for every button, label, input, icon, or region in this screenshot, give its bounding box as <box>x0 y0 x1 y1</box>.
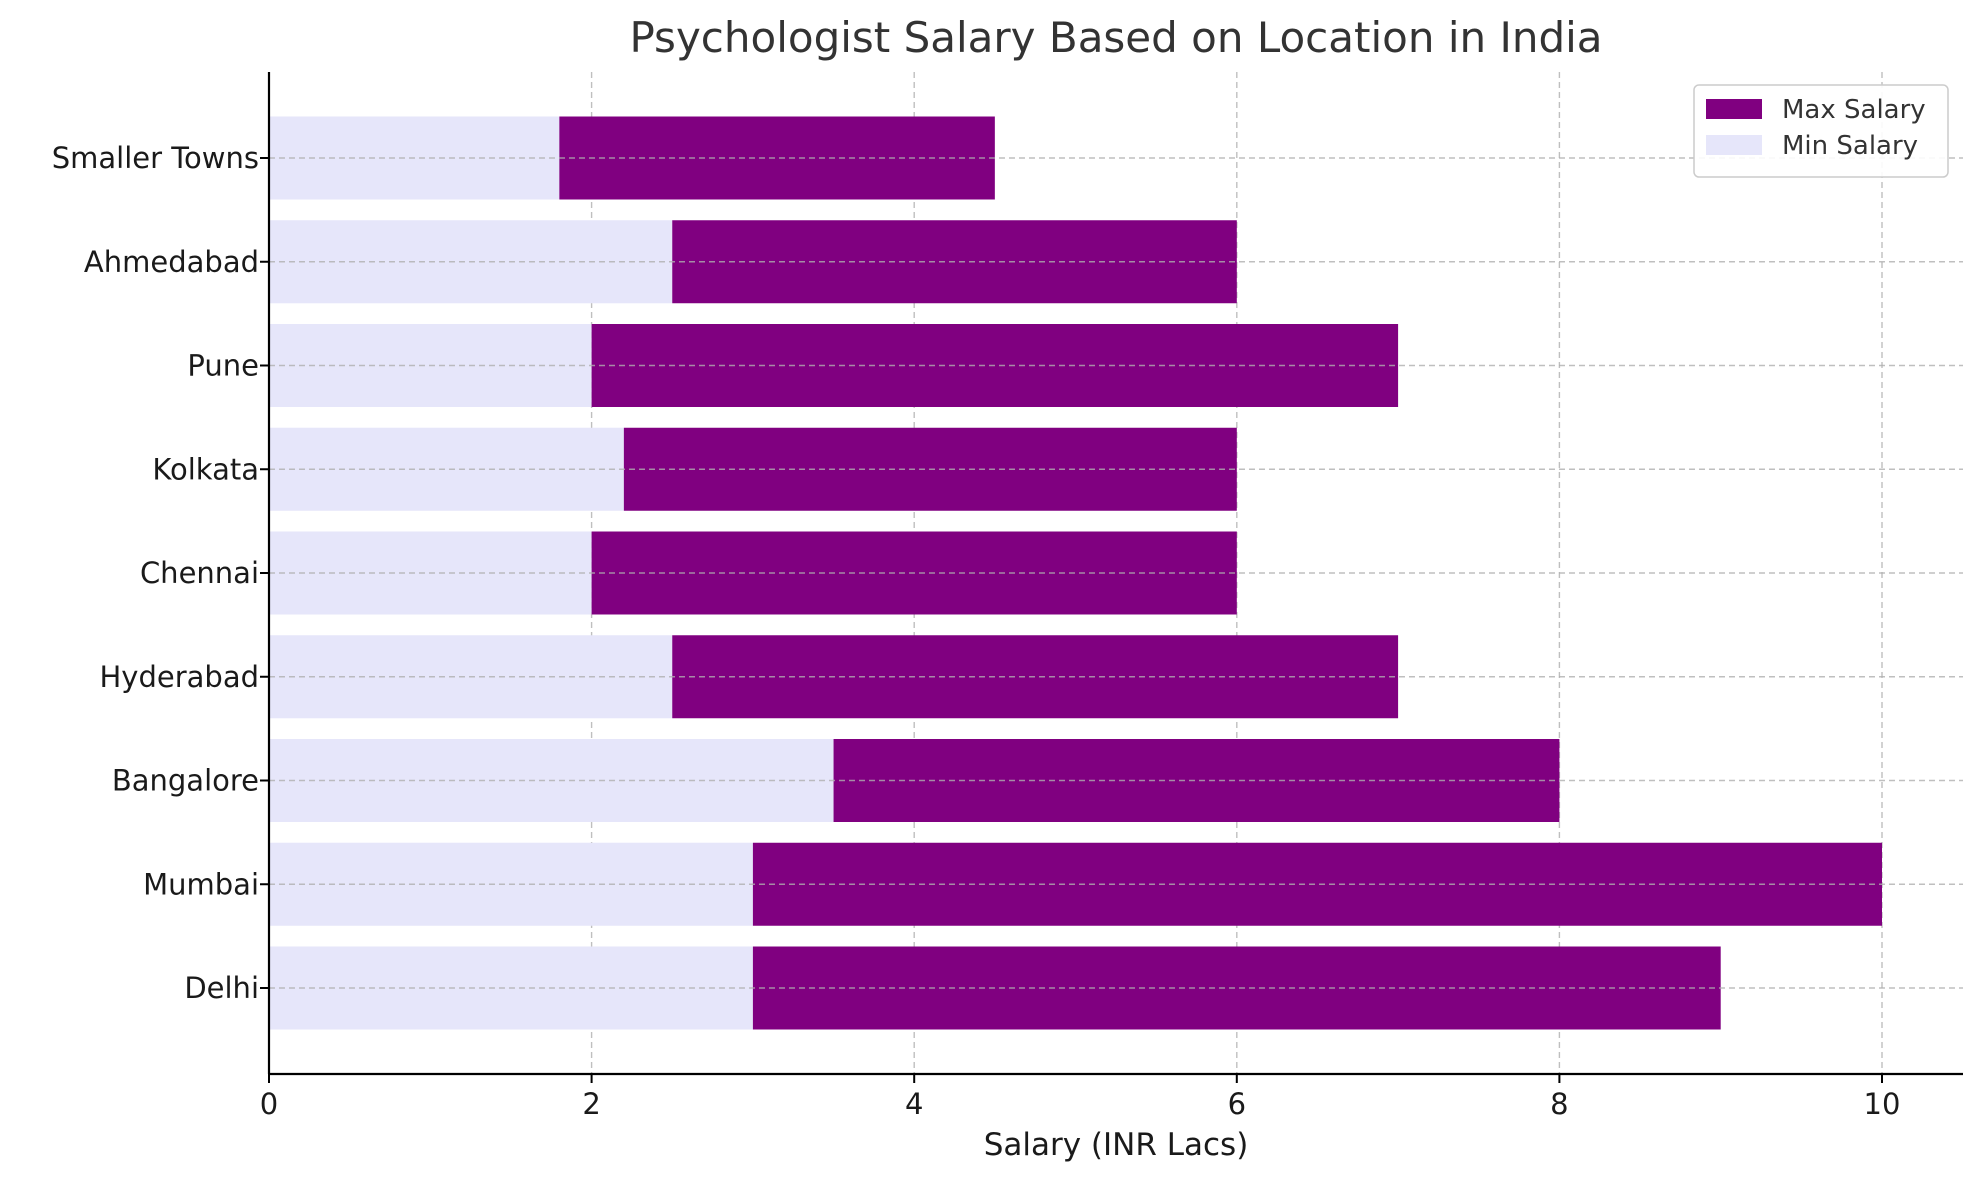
y-tick-label-pune: Pune <box>187 349 259 383</box>
y-tick-label-delhi: Delhi <box>184 971 259 1005</box>
tick-labels: 0 2 4 6 8 10 Delhi Mumbai Bangalore Hyderabad Chen… <box>52 141 1901 1121</box>
legend-label-1: Min Salary <box>1782 131 1918 161</box>
x-tick-label-0: 0 <box>260 1087 278 1121</box>
x-tick-label-10: 10 <box>1864 1087 1901 1121</box>
x-axis-label: Salary (INR Lacs) <box>984 1127 1249 1163</box>
legend-swatch-1 <box>1706 135 1762 155</box>
y-tick-label-smaller-towns: Smaller Towns <box>52 141 259 175</box>
bars <box>269 116 1963 1030</box>
y-tick-label-bangalore: Bangalore <box>112 764 259 798</box>
y-tick-label-kolkata: Kolkata <box>152 452 259 486</box>
y-tick-label-chennai: Chennai <box>140 556 259 590</box>
legend: Max Salary Min Salary <box>1693 84 1949 178</box>
y-tick-label-ahmedabad: Ahmedabad <box>84 245 259 279</box>
y-tick-label-hyderabad: Hyderabad <box>100 660 260 694</box>
x-tick-label-6: 6 <box>1228 1087 1246 1121</box>
axes <box>260 72 1963 1083</box>
x-tick-label-4: 4 <box>905 1087 923 1121</box>
legend-swatch-0 <box>1706 99 1762 119</box>
y-tick-label-mumbai: Mumbai <box>143 867 259 901</box>
chart-title: Psychologist Salary Based on Location in… <box>629 13 1602 62</box>
legend-label-0: Max Salary <box>1782 95 1926 125</box>
bar-max-delhi <box>752 946 1721 1030</box>
x-tick-label-2: 2 <box>582 1087 600 1121</box>
x-tick-label-8: 8 <box>1550 1087 1568 1121</box>
